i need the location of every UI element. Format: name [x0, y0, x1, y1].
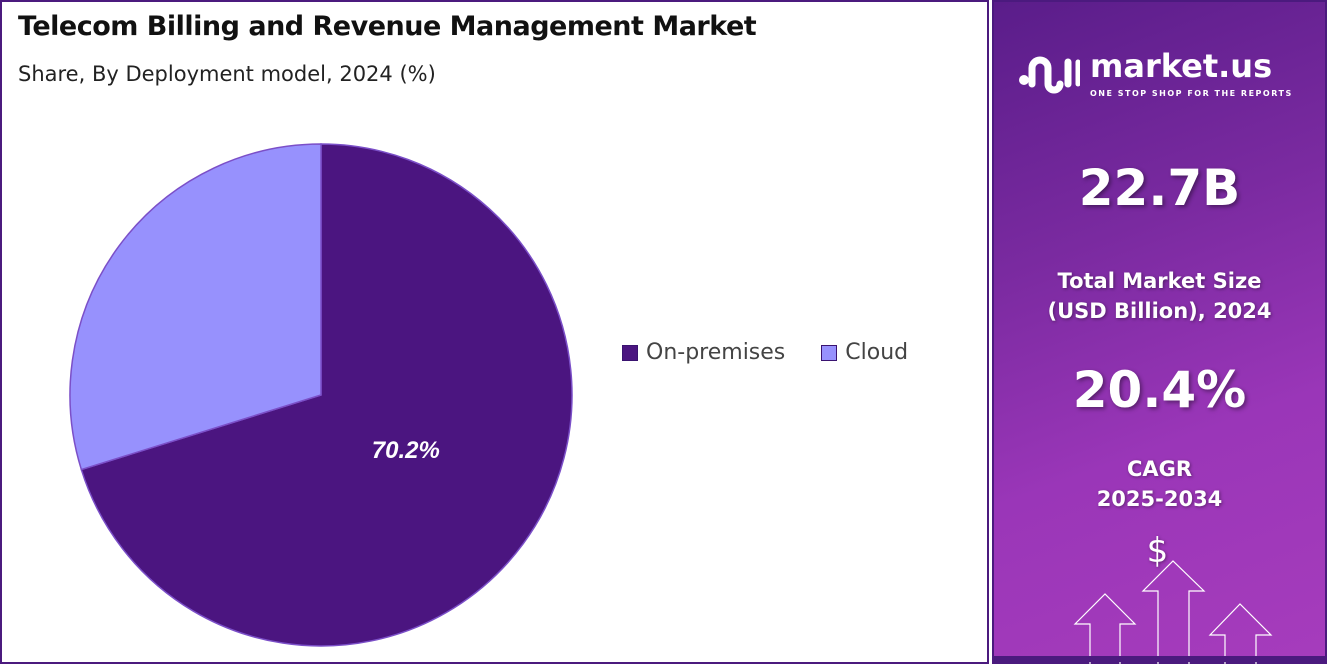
chart-panel: Telecom Billing and Revenue Management M…	[0, 0, 989, 664]
legend-label: Cloud	[845, 340, 909, 365]
brand-tagline: ONE STOP SHOP FOR THE REPORTS	[1090, 89, 1293, 98]
chart-title: Telecom Billing and Revenue Management M…	[18, 11, 757, 42]
legend: On-premises Cloud	[622, 340, 908, 365]
legend-swatch	[821, 344, 838, 361]
legend-item-cloud[interactable]: Cloud	[821, 340, 908, 365]
market-size-label: Total Market Size	[1057, 269, 1262, 293]
pie-slice-on-premises[interactable]	[80, 143, 573, 647]
legend-swatch	[622, 344, 638, 361]
legend-label: On-premises	[646, 340, 786, 365]
pie-chart: 70.2%	[69, 143, 573, 647]
legend-item-on-premises[interactable]: On-premises	[622, 340, 785, 365]
cagr-period: 2025-2034	[1096, 487, 1223, 511]
chart-subtitle: Share, By Deployment model, 2024 (%)	[18, 62, 436, 86]
brand-logo: market.us ONE STOP SHOP FOR THE REPORTS	[1018, 46, 1293, 100]
dollar-icon: $	[1146, 531, 1169, 571]
pie-slice-cloud[interactable]	[69, 143, 322, 471]
market-us-logo-icon	[1019, 56, 1080, 94]
bottom-bar	[994, 656, 1325, 662]
growth-arrows-icon	[1073, 560, 1273, 666]
cagr-label: CAGR	[1126, 457, 1193, 481]
cagr-value: 20.4%	[1072, 361, 1247, 419]
brand-name: market.us	[1090, 47, 1273, 85]
info-sidebar: market.us ONE STOP SHOP FOR THE REPORTS …	[992, 0, 1327, 666]
data-label: 70.2%	[372, 437, 440, 464]
market-size-label-year: (USD Billion), 2024	[1047, 299, 1272, 323]
market-size-value: 22.7B	[1078, 159, 1241, 217]
